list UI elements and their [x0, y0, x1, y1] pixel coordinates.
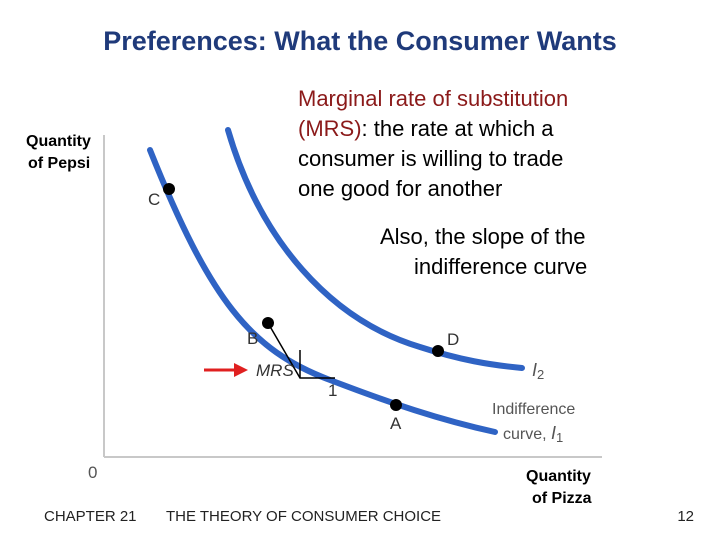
slope-note-line2: indifference curve	[414, 254, 588, 279]
mrs-definition: Marginal rate of substitution (MRS): the…	[298, 84, 698, 204]
run-label: 1	[328, 381, 337, 400]
curve-i1-subscript: 1	[556, 430, 563, 445]
definition-term: Marginal rate of substitution	[298, 86, 569, 111]
slope-note-line1: Also, the slope of the	[380, 224, 586, 249]
indifference-curve-i2	[225, 127, 525, 371]
definition-line2: (MRS): the rate at which a	[298, 114, 698, 144]
slope-note: Also, the slope of the indifference curv…	[380, 222, 700, 282]
curve-i1-letter: I	[551, 423, 556, 443]
point-d	[432, 345, 444, 357]
point-d-label: D	[447, 330, 459, 349]
point-a	[390, 399, 402, 411]
slide-title: Preferences: What the Consumer Wants	[103, 26, 617, 56]
definition-abbr: (MRS)	[298, 116, 362, 141]
indifference-curve-i1	[147, 147, 498, 435]
point-a-label: A	[390, 414, 402, 433]
x-axis-label-line2: of Pizza	[532, 490, 592, 507]
curve-i1-label-curve: curve,	[503, 426, 551, 443]
origin-label: 0	[88, 463, 97, 482]
mrs-arrow-head	[234, 363, 248, 377]
curve-i2-subscript: 2	[537, 367, 544, 382]
point-b	[262, 317, 274, 329]
footer-subject: THE THEORY OF CONSUMER CHOICE	[166, 508, 442, 525]
y-axis-label-line2: of Pepsi	[28, 155, 90, 172]
definition-line2-rest: : the rate at which a	[361, 116, 554, 141]
footer-page-number: 12	[677, 508, 694, 525]
curve-i2-letter: I	[532, 360, 537, 380]
curve-i2-label: I2	[532, 360, 544, 382]
curve-i1-label-line1: Indifference	[492, 401, 575, 418]
curve-i1-label-line2: curve, I1	[503, 423, 563, 445]
definition-line4: one good for another	[298, 176, 503, 201]
definition-line3: consumer is willing to trade	[298, 146, 564, 171]
point-c	[163, 183, 175, 195]
point-b-label: B	[247, 329, 258, 348]
point-c-label: C	[148, 190, 160, 209]
mrs-label: MRS	[256, 361, 294, 380]
x-axis-label-line1: Quantity	[526, 468, 591, 485]
y-axis-label-line1: Quantity	[26, 133, 91, 150]
footer-chapter: CHAPTER 21	[44, 508, 137, 525]
